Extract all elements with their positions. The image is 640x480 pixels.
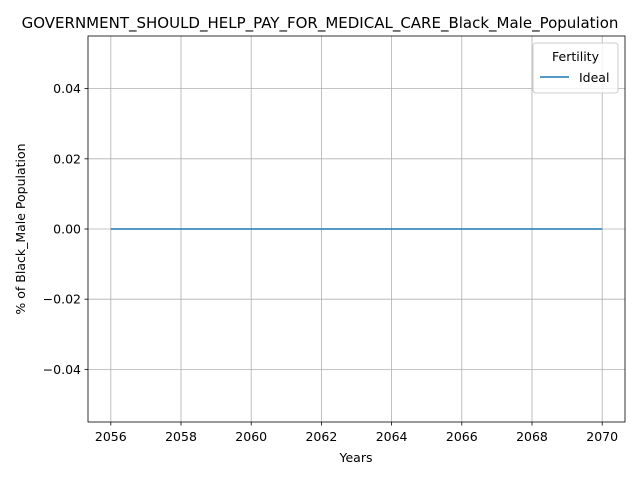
- x-tick-label: 2064: [376, 429, 408, 444]
- x-tick-label: 2056: [95, 429, 127, 444]
- chart-title: GOVERNMENT_SHOULD_HELP_PAY_FOR_MEDICAL_C…: [22, 14, 619, 33]
- legend-box: [532, 42, 619, 94]
- y-axis: −0.04 −0.02 0.00 0.02 0.04: [43, 81, 88, 377]
- x-tick-label: 2070: [586, 429, 618, 444]
- x-tick-label: 2068: [516, 429, 548, 444]
- legend-title: Fertility: [552, 49, 600, 64]
- y-tick-label: −0.02: [43, 292, 81, 307]
- y-tick-label: −0.04: [43, 362, 81, 377]
- y-tick-label: 0.02: [53, 151, 81, 166]
- x-tick-label: 2058: [165, 429, 197, 444]
- y-tick-label: 0.00: [53, 222, 81, 237]
- x-axis: 2056 2058 2060 2062 2064 2066 2068 2070: [95, 422, 618, 444]
- legend-label-ideal: Ideal: [579, 70, 609, 85]
- x-tick-label: 2066: [446, 429, 478, 444]
- x-axis-label: Years: [339, 450, 373, 465]
- y-tick-label: 0.04: [53, 81, 81, 96]
- x-tick-label: 2062: [305, 429, 337, 444]
- x-tick-label: 2060: [235, 429, 267, 444]
- y-axis-label: % of Black_Male Population: [13, 143, 28, 314]
- legend: Fertility Ideal: [532, 42, 619, 94]
